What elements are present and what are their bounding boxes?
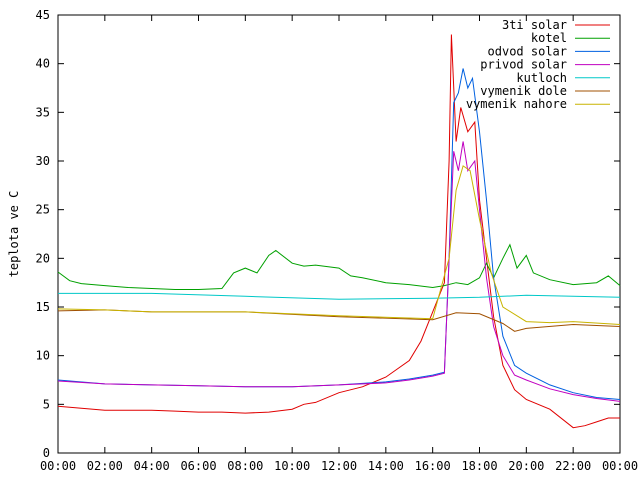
y-tick-label: 20: [36, 251, 50, 265]
y-axis-label: teplota ve C: [7, 191, 21, 278]
x-tick-label: 00:00: [40, 459, 76, 473]
x-tick-label: 02:00: [87, 459, 123, 473]
x-tick-label: 12:00: [321, 459, 357, 473]
legend-label: 3ti solar: [502, 18, 567, 32]
legend-label: odvod solar: [488, 44, 567, 58]
data-line: [57, 141, 621, 402]
y-tick-label: 10: [36, 349, 50, 363]
x-tick-label: 22:00: [555, 459, 591, 473]
x-tick-label: 14:00: [368, 459, 404, 473]
data-line: [57, 68, 621, 400]
legend-label: privod solar: [480, 58, 567, 72]
x-tick-label: 08:00: [227, 459, 263, 473]
y-tick-label: 45: [36, 8, 50, 22]
legend-label: vymenik nahore: [466, 97, 567, 111]
x-tick-label: 18:00: [461, 459, 497, 473]
x-tick-label: 04:00: [134, 459, 170, 473]
x-tick-label: 10:00: [274, 459, 310, 473]
data-line: [57, 243, 621, 290]
legend-label: kutloch: [516, 71, 567, 85]
y-tick-label: 30: [36, 154, 50, 168]
x-tick-label: 16:00: [415, 459, 451, 473]
y-tick-label: 40: [36, 57, 50, 71]
data-line: [57, 165, 621, 325]
y-tick-label: 5: [43, 397, 50, 411]
x-tick-label: 00:00: [602, 459, 638, 473]
legend-label: vymenik dole: [480, 84, 567, 98]
y-tick-label: 15: [36, 300, 50, 314]
y-tick-label: 35: [36, 105, 50, 119]
data-line: [57, 309, 621, 332]
data-line: [58, 292, 621, 300]
y-tick-label: 25: [36, 203, 50, 217]
x-tick-label: 06:00: [180, 459, 216, 473]
x-tick-label: 20:00: [508, 459, 544, 473]
legend-label: kotel: [531, 31, 567, 45]
y-tick-label: 0: [43, 446, 50, 460]
